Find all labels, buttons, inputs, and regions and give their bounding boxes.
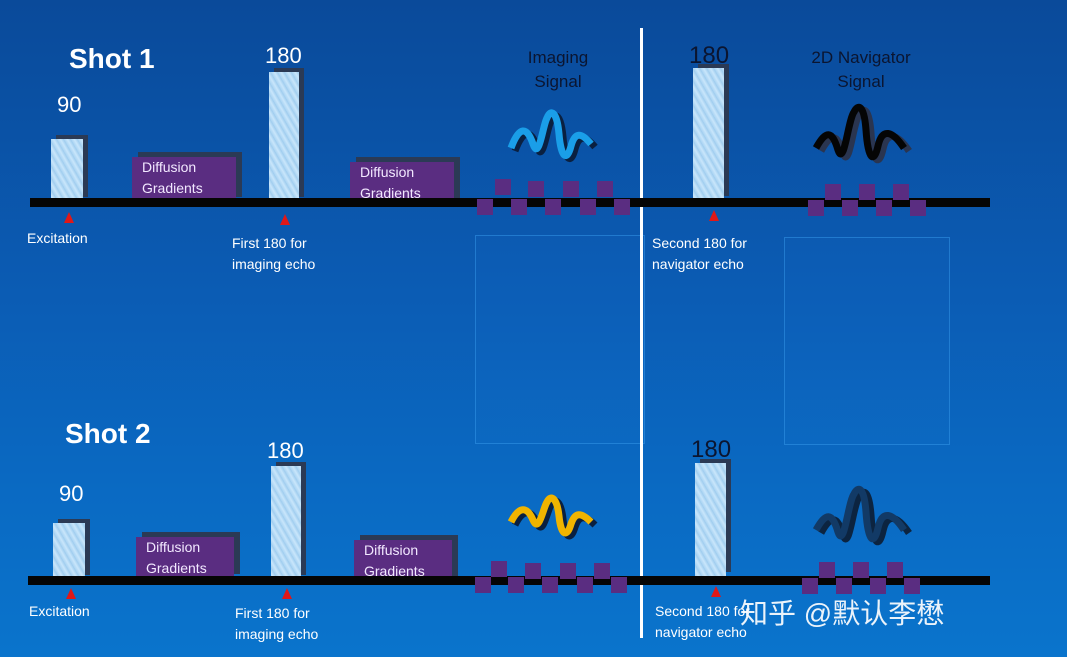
shot2-first180-line2: imaging echo bbox=[235, 626, 319, 642]
shot2-readout-block bbox=[475, 577, 491, 593]
shot2-readout-block bbox=[560, 563, 576, 579]
shot1-readout-block bbox=[495, 179, 511, 195]
shot2-diffusion-gradients-left: Diffusion Gradients bbox=[136, 537, 234, 579]
shot2-first180-line1: First 180 for bbox=[235, 605, 310, 621]
shot2-readout-block bbox=[611, 577, 627, 593]
shot1-nav-block bbox=[910, 200, 926, 216]
shot2-readout-block bbox=[542, 577, 558, 593]
shot1-second180-label: Second 180 for navigator echo bbox=[652, 233, 747, 275]
shot2-excitation-label: Excitation bbox=[29, 603, 90, 619]
shot2-nav-block bbox=[870, 578, 886, 594]
shot1-second180-line2: navigator echo bbox=[652, 256, 744, 272]
shot1-timeline bbox=[30, 198, 990, 207]
shot1-first180-line2: imaging echo bbox=[232, 256, 316, 272]
shot2-pulse-90 bbox=[53, 523, 85, 579]
watermark: 知乎 @默认李懋 bbox=[740, 598, 945, 629]
shot1-readout-block bbox=[563, 181, 579, 197]
shot2-nav-block bbox=[887, 562, 903, 578]
shot1-nav-block bbox=[893, 184, 909, 200]
shot2-second180-arrow bbox=[711, 586, 721, 597]
shot1-diffusion-gradients-left: Diffusion Gradients bbox=[132, 157, 236, 202]
shot2-nav-block bbox=[819, 562, 835, 578]
shot2-pulse-180-first bbox=[271, 466, 301, 579]
shot1-pulse180-second-label: 180 bbox=[689, 42, 730, 69]
shot1-readout-block bbox=[545, 199, 561, 215]
shot2-pulse180-label: 180 bbox=[267, 438, 304, 463]
shot2-diffusion-left-line1: Diffusion bbox=[146, 539, 201, 555]
shot2-readout-block bbox=[525, 563, 541, 579]
shot2-title: Shot 2 bbox=[65, 418, 151, 449]
shot1-pulse-180-second bbox=[693, 68, 724, 200]
shot2-navigator-wave bbox=[812, 485, 912, 546]
shot2-readout-block bbox=[508, 577, 524, 593]
shot1-readout-block bbox=[477, 199, 493, 215]
shot2-pulse90-label: 90 bbox=[59, 481, 84, 506]
shot2-nav-block bbox=[853, 562, 869, 578]
shot2-pulse-180-second bbox=[695, 463, 726, 576]
shot2-diffusion-right-line2: Gradients bbox=[364, 563, 425, 579]
shot1-second180-arrow bbox=[709, 210, 719, 221]
shot1-imaging-signal-line1: Imaging bbox=[527, 48, 589, 67]
shot2-readout-block bbox=[594, 563, 610, 579]
shot1-pulse180-label: 180 bbox=[265, 43, 302, 68]
shot1-readout-block bbox=[511, 199, 527, 215]
shot2-excitation-arrow bbox=[66, 588, 76, 599]
shot1-nav-block bbox=[808, 200, 824, 216]
shot2-first180-label: First 180 for imaging echo bbox=[235, 603, 318, 645]
shot1-diffusion-right-line1: Diffusion bbox=[360, 164, 415, 180]
shot2-imaging-wave bbox=[507, 494, 598, 540]
shot1-navigator-signal-line1: 2D Navigator bbox=[811, 48, 911, 67]
shot1-readout-block bbox=[580, 199, 596, 215]
shot1-nav-block bbox=[842, 200, 858, 216]
shot1-navigator-wave bbox=[812, 103, 912, 164]
shot1-nav-block bbox=[859, 184, 875, 200]
shot2-second180-line1: Second 180 for bbox=[655, 603, 750, 619]
shot1-navigator-signal-line2: Signal bbox=[837, 72, 885, 91]
shot1-readout-block bbox=[614, 199, 630, 215]
shot1-pulse90-label: 90 bbox=[57, 92, 82, 117]
shot1-diffusion-right-line2: Gradients bbox=[360, 185, 421, 201]
divider-line bbox=[640, 28, 643, 638]
shot2-readout-block bbox=[491, 561, 507, 577]
shot1-imaging-signal-label: Imaging Signal bbox=[525, 46, 591, 94]
shot2-pulse180-second-label: 180 bbox=[691, 436, 732, 463]
shot1-imaging-signal-line2: Signal bbox=[534, 72, 582, 91]
shot1-first180-label: First 180 for imaging echo bbox=[232, 233, 315, 275]
shot1-pulse-180-first bbox=[269, 72, 299, 201]
shot1-second180-line1: Second 180 for bbox=[652, 235, 747, 251]
navigator-panel bbox=[784, 237, 950, 445]
shot1-navigator-signal-label: 2D Navigator Signal bbox=[806, 46, 916, 94]
shot1-excitation-label: Excitation bbox=[27, 230, 88, 246]
shot2-first180-arrow bbox=[282, 588, 292, 599]
shot2-second180-line2: navigator echo bbox=[655, 624, 747, 640]
shot1-title: Shot 1 bbox=[69, 43, 155, 74]
shot1-imaging-wave bbox=[507, 109, 598, 163]
shot2-diffusion-left-line2: Gradients bbox=[146, 560, 207, 576]
shot1-readout-block bbox=[597, 181, 613, 197]
shot1-first180-line1: First 180 for bbox=[232, 235, 307, 251]
shot1-excitation-arrow bbox=[64, 212, 74, 223]
imaging-panel bbox=[475, 235, 645, 444]
shot2-diffusion-right-line1: Diffusion bbox=[364, 542, 419, 558]
shot1-first180-arrow bbox=[280, 214, 290, 225]
shot1-pulse-90 bbox=[51, 139, 83, 201]
shot1-diffusion-left-line2: Gradients bbox=[142, 180, 203, 196]
shot1-nav-block bbox=[876, 200, 892, 216]
shot1-diffusion-left-line1: Diffusion bbox=[142, 159, 197, 175]
shot1-nav-block bbox=[825, 184, 841, 200]
shot1-imaging-wave-stroke bbox=[507, 109, 594, 160]
shot2-nav-block bbox=[904, 578, 920, 594]
shot2-readout-block bbox=[577, 577, 593, 593]
shot2-nav-block bbox=[836, 578, 852, 594]
shot2-diffusion-gradients-right: Diffusion Gradients bbox=[354, 540, 452, 582]
shot1-readout-block bbox=[528, 181, 544, 197]
shot2-second180-label: Second 180 for navigator echo bbox=[655, 601, 750, 643]
shot2-nav-block bbox=[802, 578, 818, 594]
